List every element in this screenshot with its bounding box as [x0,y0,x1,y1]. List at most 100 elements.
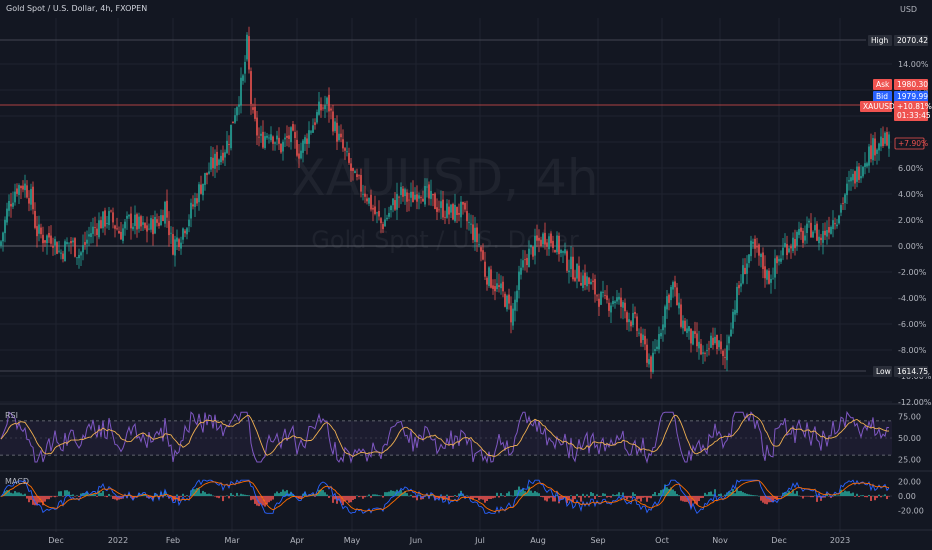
candle-body [854,171,856,184]
macd-histogram-bar [446,494,448,496]
bid-value-tag: 1979.99 [897,92,928,101]
macd-histogram-bar [850,493,852,496]
candle-body [210,157,212,170]
macd-histogram-bar [458,493,460,496]
macd-histogram-bar [626,496,628,500]
candle-body [124,221,126,229]
candle-body [510,305,512,323]
macd-histogram-bar [746,493,748,496]
macd-histogram-bar [132,496,134,500]
macd-histogram-bar [380,495,382,497]
macd-histogram-bar [498,496,500,498]
candle-body [806,223,808,234]
candle-body [360,175,362,192]
candle-body [374,206,376,214]
candle-body [762,252,764,270]
macd-histogram-bar [468,496,470,497]
macd-histogram-bar [882,495,884,497]
candle-body [206,172,208,176]
macd-histogram-bar [796,491,798,496]
macd-histogram-bar [54,496,56,498]
macd-histogram-bar [68,491,70,496]
candle-body [104,210,106,227]
macd-histogram-bar [6,490,8,496]
macd-histogram-bar [12,493,14,496]
candle-body [846,183,848,196]
candle-body [378,211,380,217]
macd-histogram-bar [236,492,238,496]
candle-body [262,131,264,148]
macd-histogram-bar [862,495,864,496]
rsi-ma-line [0,413,890,458]
price-tick-label: 2.00% [898,216,924,225]
candle-body [54,239,56,246]
macd-histogram-bar [510,495,512,496]
macd-pane[interactable]: 20.00 0.00 -20.00 [0,478,924,516]
price-candles[interactable] [0,26,890,379]
macd-histogram-bar [496,492,498,496]
candle-body [464,203,466,210]
time-axis[interactable]: Dec 2022 Feb Mar Apr May Jun Jul Aug Sep Oct Nov Dec… [48,536,850,545]
macd-histogram-bar [792,489,794,496]
candle-body [310,131,312,133]
candle-body [48,233,50,238]
macd-histogram-bar [124,495,126,496]
macd-histogram-bar [450,496,452,497]
macd-histogram-bar [576,494,578,496]
candle-body [80,252,82,256]
candle-body [536,235,538,241]
symbol-change-tag: +10.81% [897,102,932,111]
macd-histogram-bar [92,493,94,496]
rsi-pane[interactable]: 75.00 50.00 25.00 [0,410,921,464]
candle-body [326,97,328,104]
candle-body [526,257,528,266]
high-label-tag: High [871,36,888,45]
candle-body [460,201,462,218]
macd-histogram-bar [634,494,636,496]
macd-histogram-bar [516,489,518,496]
time-tick-label: Dec [48,536,63,545]
rsi-tick-label: 50.00 [898,434,921,443]
candle-body [280,143,282,153]
candle-body [106,223,108,224]
macd-histogram-bar [624,496,626,498]
macd-histogram-bar [368,494,370,496]
macd-histogram-bar [340,496,342,503]
candle-body [884,132,886,144]
macd-histogram-bar [342,496,344,506]
signal-line [0,480,890,513]
time-tick-label: Dec [771,536,786,545]
candle-body [178,239,180,248]
candle-body [266,135,268,138]
macd-histogram-bar [870,496,872,501]
macd-histogram-bar [58,491,60,496]
macd-histogram-bar [656,495,658,496]
candle-body [754,238,756,249]
candle-body [642,334,644,341]
macd-histogram-bar [376,494,378,496]
macd-histogram-bar [384,492,386,496]
macd-histogram-bar [454,495,456,496]
candle-body [552,240,554,249]
candle-body [618,296,620,300]
macd-histogram-bar [482,496,484,500]
candle-body [184,230,186,234]
macd-histogram-bar [76,495,78,496]
time-tick-label: 2022 [108,536,128,545]
candle-body [70,241,72,244]
macd-histogram-bar [614,495,616,496]
candle-body [332,111,334,132]
macd-histogram-bar [654,491,656,496]
candle-body [716,334,718,349]
macd-histogram-bar [174,496,176,500]
macd-histogram-bar [244,494,246,496]
macd-histogram-bar [802,496,804,499]
candle-body [366,198,368,202]
candle-body [430,190,432,199]
candle-body [112,212,114,223]
candle-body [830,227,832,234]
rsi-tick-label: 75.00 [898,413,921,422]
candle-body [512,308,514,326]
candle-body [692,331,694,345]
